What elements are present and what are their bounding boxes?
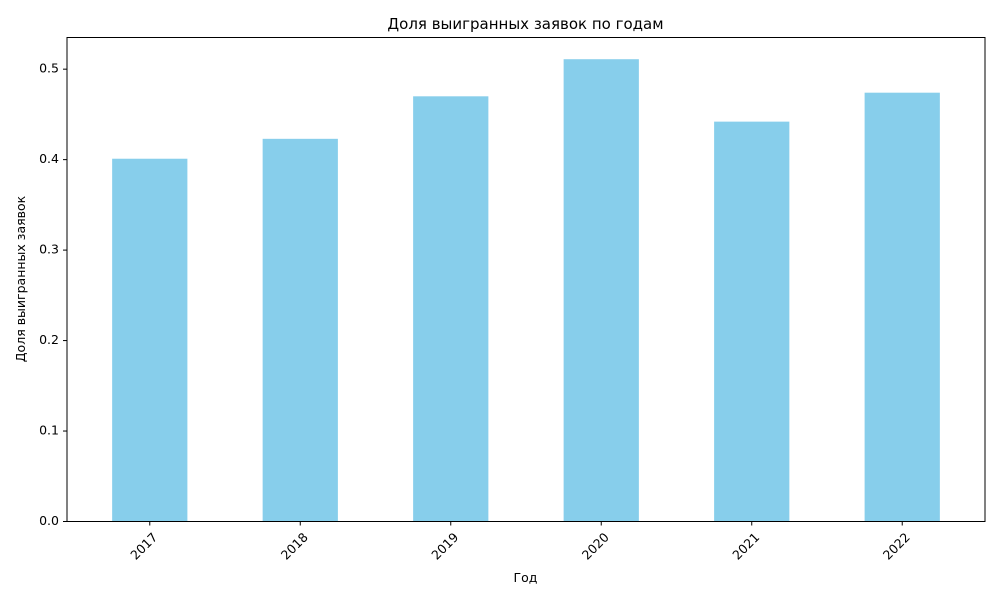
plot-frame [66,37,986,522]
y-tick-label: 0.0 [39,513,59,528]
bar-2019 [413,96,489,522]
y-tick-label: 0.1 [39,423,59,438]
bar-2020 [563,59,639,522]
x-tick-label: 2020 [579,529,612,562]
x-tick-label: 2021 [729,529,762,562]
y-tick-label: 0.4 [39,151,59,166]
x-tick-label: 2019 [428,529,461,562]
x-axis-ticks: 2017 2018 2019 2020 2021 2022 [127,521,913,563]
y-axis-ticks: 0.0 0.1 0.2 0.3 0.4 0.5 [39,61,67,528]
x-tick-label: 2017 [127,529,160,562]
x-tick-label: 2018 [278,529,311,562]
bar-2022 [864,92,940,522]
x-tick-label: 2022 [880,529,913,562]
y-tick-label: 0.5 [39,61,59,76]
chart-title: Доля выигранных заявок по годам [387,15,663,33]
y-tick-label: 0.3 [39,242,59,257]
x-axis-title: Год [514,570,538,585]
bar-2017 [112,158,188,522]
bar-2018 [262,138,338,522]
y-axis-title: Доля выигранных заявок [13,195,28,362]
y-tick-label: 0.2 [39,332,59,347]
bar-2021 [714,121,790,522]
bars-group [112,59,940,522]
